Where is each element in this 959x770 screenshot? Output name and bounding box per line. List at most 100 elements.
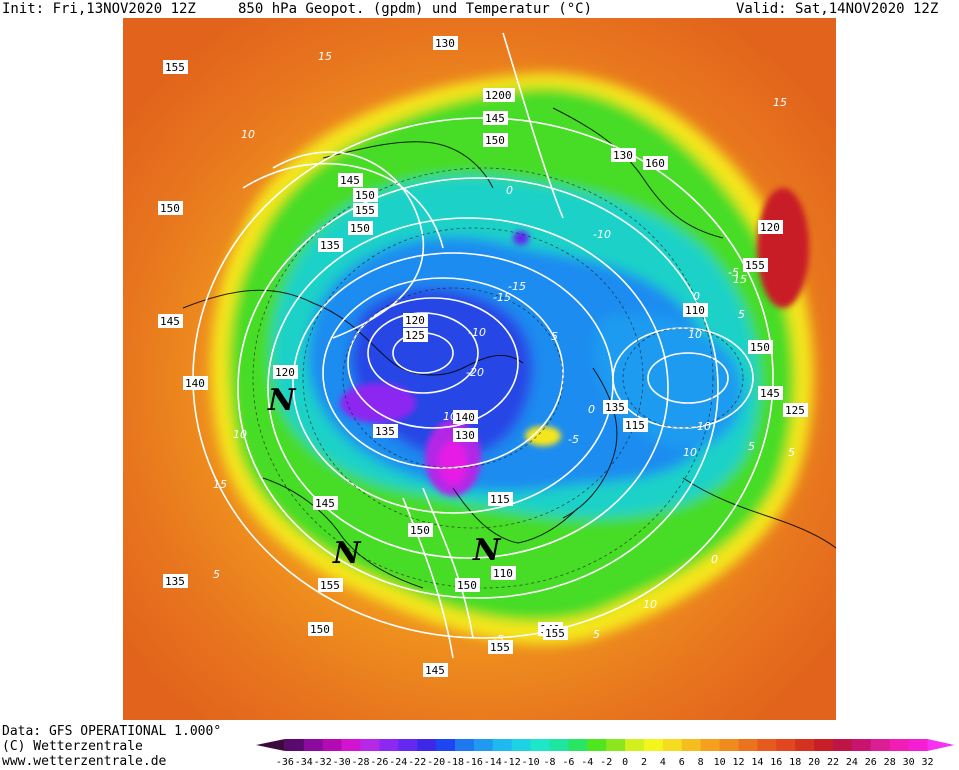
temperature-label: -15 bbox=[508, 280, 526, 293]
scale-label: -24 bbox=[389, 757, 407, 768]
height-label-box bbox=[743, 258, 768, 272]
scale-swatch bbox=[795, 739, 815, 751]
height-label-box bbox=[783, 403, 808, 417]
temperature-label: 0 bbox=[693, 290, 700, 303]
temperature-label: 10 bbox=[688, 328, 702, 341]
height-label: 155 bbox=[490, 641, 510, 654]
temperature-label: -5 bbox=[728, 266, 739, 279]
data-source: Data: GFS OPERATIONAL 1.000° bbox=[2, 724, 222, 739]
scale-swatch bbox=[492, 739, 513, 751]
temperature-label: 10 bbox=[683, 446, 697, 459]
small-cold-spot bbox=[513, 231, 529, 245]
scale-swatch bbox=[719, 739, 739, 751]
height-label: 135 bbox=[605, 401, 625, 414]
scale-swatch bbox=[738, 739, 758, 751]
scale-label: -16 bbox=[465, 757, 483, 768]
scale-label: 16 bbox=[770, 757, 782, 768]
scale-swatch bbox=[568, 739, 588, 751]
height-label-box bbox=[683, 303, 708, 317]
height-label-box bbox=[488, 640, 513, 654]
temperature-label: 5 bbox=[738, 308, 745, 321]
height-label-box bbox=[403, 313, 428, 327]
scale-label: 20 bbox=[808, 757, 820, 768]
temperature-label: 15 bbox=[773, 96, 787, 109]
low-pressure-symbol: N bbox=[472, 533, 502, 568]
temperature-label: -10 bbox=[468, 326, 486, 339]
height-label: 130 bbox=[613, 149, 633, 162]
height-label: 110 bbox=[685, 304, 705, 317]
height-label: 145 bbox=[315, 497, 335, 510]
scale-swatch bbox=[757, 739, 777, 751]
scale-swatch bbox=[530, 739, 550, 751]
scale-swatch bbox=[417, 739, 437, 751]
height-label: 130 bbox=[455, 429, 475, 442]
height-label-box bbox=[348, 221, 373, 235]
height-label: 145 bbox=[340, 174, 360, 187]
scale-label: -6 bbox=[562, 757, 574, 768]
scale-swatch bbox=[625, 739, 645, 751]
height-label-box bbox=[183, 376, 208, 390]
scale-swatch bbox=[303, 739, 324, 751]
height-label: 110 bbox=[493, 567, 513, 580]
height-label-box bbox=[313, 496, 338, 510]
temperature-label: -5 bbox=[568, 433, 579, 446]
temperature-label: -20 bbox=[466, 366, 484, 379]
height-label-box bbox=[758, 386, 783, 400]
temperature-label: 0 bbox=[711, 553, 718, 566]
scale-label: -2 bbox=[600, 757, 612, 768]
height-label-box bbox=[758, 220, 783, 234]
scale-label: -4 bbox=[581, 757, 593, 768]
temperature-label: 0 bbox=[506, 184, 513, 197]
height-label-box bbox=[163, 60, 188, 74]
scale-swatch bbox=[379, 739, 399, 751]
scale-label: -8 bbox=[543, 757, 555, 768]
temperature-label: -10 bbox=[593, 228, 611, 241]
height-label: 150 bbox=[355, 189, 375, 202]
temperature-label: 5 bbox=[593, 628, 600, 641]
temperature-label: 0 bbox=[588, 403, 595, 416]
height-label-box bbox=[643, 156, 668, 170]
scale-label: 8 bbox=[698, 757, 704, 768]
scale-swatch bbox=[436, 739, 456, 751]
scale-swatch bbox=[681, 739, 702, 751]
weather-map[interactable]: 1551501451401351551501451401351301601551… bbox=[123, 18, 836, 720]
height-label: 115 bbox=[490, 493, 510, 506]
scale-label: -20 bbox=[427, 757, 445, 768]
height-label: 145 bbox=[485, 112, 505, 125]
low-pressure-symbol: N bbox=[332, 536, 362, 571]
copyright: (C) Wetterzentrale bbox=[2, 739, 143, 754]
height-label: 145 bbox=[760, 387, 780, 400]
scale-label: -18 bbox=[446, 757, 464, 768]
height-label: 150 bbox=[310, 623, 330, 636]
scale-label: -36 bbox=[276, 757, 294, 768]
height-label: 145 bbox=[160, 315, 180, 328]
scale-swatch bbox=[341, 739, 361, 751]
height-label-box bbox=[163, 574, 188, 588]
scale-label: 32 bbox=[921, 757, 933, 768]
height-label: 120 bbox=[760, 221, 780, 234]
temperature-label: 5 bbox=[213, 568, 220, 581]
scale-swatch bbox=[606, 739, 626, 751]
height-label-box bbox=[455, 578, 480, 592]
height-label-box bbox=[423, 663, 448, 677]
height-label: 135 bbox=[165, 575, 185, 588]
warm-core-east bbox=[757, 188, 809, 308]
scale-label: -10 bbox=[522, 757, 540, 768]
scale-swatch bbox=[700, 739, 721, 751]
website-link[interactable]: www.wetterzentrale.de bbox=[2, 754, 167, 769]
height-label: 150 bbox=[750, 341, 770, 354]
height-label: 160 bbox=[645, 157, 665, 170]
valid-time: Valid: Sat,14NOV2020 12Z bbox=[736, 1, 939, 17]
scale-swatch bbox=[549, 739, 569, 751]
map-canvas: 1551501451401351551501451401351301601551… bbox=[123, 18, 836, 720]
temperature-label: 5 bbox=[748, 440, 755, 453]
scale-label: 30 bbox=[903, 757, 915, 768]
height-label-box bbox=[158, 201, 183, 215]
height-label-box bbox=[483, 88, 515, 102]
credits: Data: GFS OPERATIONAL 1.000° (C) Wetterz… bbox=[2, 724, 221, 769]
low-symbols: N N N bbox=[267, 383, 502, 571]
temperature-contours bbox=[252, 167, 744, 589]
low-pressure-symbol: N bbox=[267, 383, 297, 418]
scale-swatch bbox=[322, 739, 343, 751]
scale-label: 14 bbox=[751, 757, 763, 768]
